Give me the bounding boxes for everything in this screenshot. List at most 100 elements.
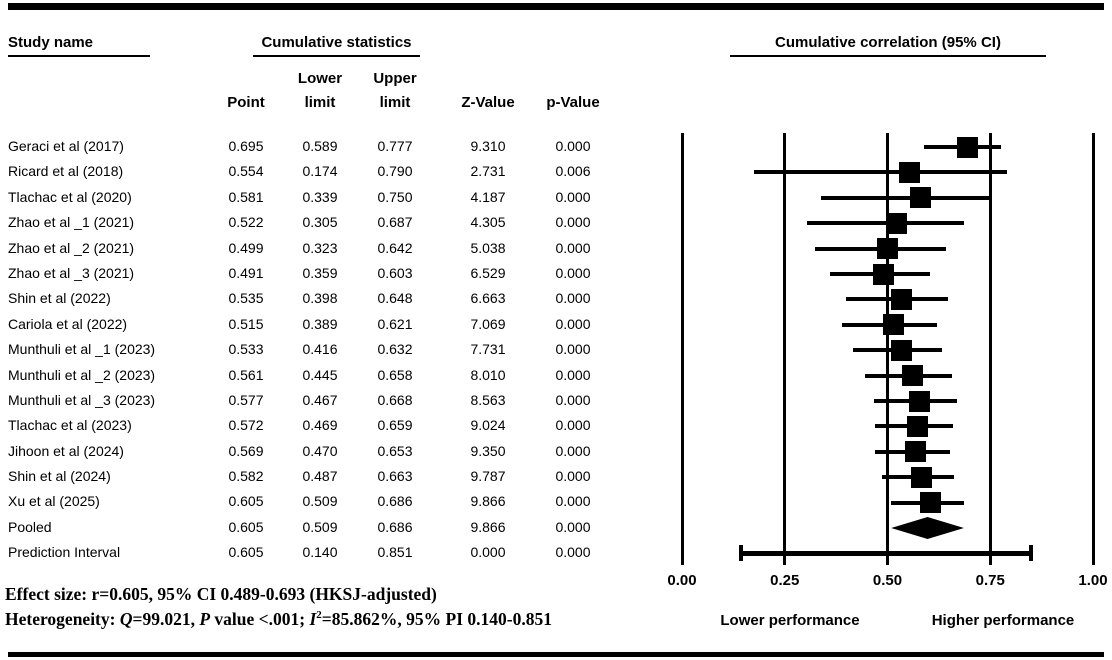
upper-cell: 0.790: [377, 163, 413, 180]
upper-cell: 0.632: [377, 341, 413, 358]
heterogeneity-segment: value <.001;: [210, 609, 310, 629]
forest-plot-area: [680, 133, 1095, 565]
zval-cell: 9.310: [470, 138, 506, 154]
lower-cell: 0.398: [302, 290, 338, 307]
point-cell: 0.535: [228, 290, 264, 307]
table-row: Jihoon et al (2024) 0.569 0.470 0.653 9.350 0…: [0, 439, 682, 464]
heterogeneity-segment: 2: [316, 609, 322, 622]
axis-tick-label: 1.00: [1078, 572, 1108, 589]
pooled-diamond: [891, 517, 964, 539]
lower-cell: 0.470: [302, 442, 338, 459]
study-name-cell: Munthuli et al _1 (2023): [8, 341, 156, 358]
point-cell: 0.577: [228, 391, 264, 408]
study-name-cell: Xu et al (2025): [8, 493, 100, 510]
heterogeneity-segment: Q: [119, 609, 133, 629]
zval-cell: 9.866: [470, 493, 506, 510]
point-cell: 0.522: [228, 214, 264, 231]
lower-cell: 0.359: [302, 264, 338, 281]
table-row: Shin et al (2022) 0.535 0.398 0.648 6.663 0.0…: [0, 286, 682, 311]
point-estimate-square: [891, 288, 913, 310]
study-name-cell: Tlachac et al (2023): [8, 417, 132, 434]
study-name-cell: Tlachac et al (2020): [8, 188, 132, 205]
point-cell: 0.561: [228, 366, 264, 383]
table-row: Zhao et al _1 (2021) 0.522 0.305 0.687 4.305…: [0, 210, 682, 235]
upper-cell: 0.642: [377, 239, 413, 256]
upper-cell: 0.750: [377, 188, 413, 205]
gridline: [1091, 133, 1095, 565]
point-cell: 0.605: [228, 518, 264, 535]
study-name-cell: Shin et al (2024): [8, 468, 111, 485]
axis-tick-label: 0.75: [975, 572, 1005, 589]
study-table: Geraci et al (2017) 0.695 0.589 0.777 9.310 0…: [0, 134, 682, 566]
study-name-cell: Zhao et al _1 (2021): [8, 214, 135, 231]
table-row: Munthuli et al _3 (2023) 0.577 0.467 0.668 8…: [0, 388, 682, 413]
study-name-cell: Pooled: [8, 518, 52, 535]
heterogeneity-segment: Heterogeneity:: [5, 609, 120, 629]
gridline: [783, 133, 787, 565]
point-cell: 0.605: [228, 493, 264, 510]
x-axis-label-higher-performance: Higher performance: [931, 612, 1075, 629]
lower-cell: 0.509: [302, 518, 338, 535]
study-name-header: Study name: [8, 34, 150, 57]
x-axis-label-lower-performance: Lower performance: [720, 612, 860, 629]
upper-cell: 0.686: [377, 493, 413, 510]
upper-cell: 0.668: [377, 391, 413, 408]
lower-cell: 0.323: [302, 239, 338, 256]
study-name-cell: Zhao et al _2 (2021): [8, 239, 135, 256]
effect-size-note: Effect size: r=0.605, 95% CI 0.489-0.693…: [5, 584, 437, 604]
lower-cell: 0.445: [302, 366, 338, 383]
pval-cell: 0.000: [555, 239, 591, 256]
point-cell: 0.695: [228, 138, 264, 154]
table-row: Pooled 0.605 0.509 0.686 9.866 0.000: [0, 515, 682, 540]
pval-cell: 0.000: [555, 138, 591, 154]
point-estimate-square: [876, 238, 898, 260]
table-row: Tlachac et al (2020) 0.581 0.339 0.750 4.187…: [0, 185, 682, 210]
table-row: Zhao et al _3 (2021) 0.491 0.359 0.603 6.529…: [0, 261, 682, 286]
top-rule: [8, 3, 1104, 10]
table-row: Cariola et al (2022) 0.515 0.389 0.621 7.069…: [0, 312, 682, 337]
zval-cell: 6.529: [470, 264, 506, 281]
table-row: Munthuli et al _1 (2023) 0.533 0.416 0.632 7…: [0, 337, 682, 362]
axis-tick-label: 0.25: [770, 572, 800, 589]
column-header-lower-limit: limit: [304, 94, 336, 111]
upper-cell: 0.687: [377, 214, 413, 231]
point-cell: 0.515: [228, 315, 264, 332]
table-row: Ricard et al (2018) 0.554 0.174 0.790 2.731 0…: [0, 159, 682, 184]
zval-cell: 8.010: [470, 366, 506, 383]
table-row: Shin et al (2024) 0.582 0.487 0.663 9.787 0.0…: [0, 464, 682, 489]
study-name-cell: Prediction Interval: [8, 544, 121, 561]
zval-cell: 9.787: [470, 468, 506, 485]
point-cell: 0.491: [228, 264, 264, 281]
point-estimate-square: [910, 466, 932, 488]
point-cell: 0.533: [228, 341, 264, 358]
lower-cell: 0.305: [302, 214, 338, 231]
pval-cell: 0.000: [555, 544, 591, 561]
pval-cell: 0.006: [555, 163, 591, 180]
study-name-cell: Shin et al (2022): [8, 290, 111, 307]
point-cell: 0.569: [228, 442, 264, 459]
lower-cell: 0.140: [302, 544, 338, 561]
upper-cell: 0.648: [377, 290, 413, 307]
point-cell: 0.572: [228, 417, 264, 434]
table-row: Zhao et al _2 (2021) 0.499 0.323 0.642 5.038…: [0, 236, 682, 261]
pval-cell: 0.000: [555, 341, 591, 358]
pval-cell: 0.000: [555, 493, 591, 510]
table-row: Prediction Interval 0.605 0.140 0.851 0.000 0…: [0, 540, 682, 565]
heterogeneity-segment: I: [309, 609, 317, 629]
study-name-cell: Munthuli et al _3 (2023): [8, 391, 156, 408]
point-estimate-square: [902, 365, 924, 387]
cumulative-statistics-header: Cumulative statistics: [253, 34, 420, 57]
lower-cell: 0.589: [302, 138, 338, 154]
zval-cell: 9.024: [470, 417, 506, 434]
lower-cell: 0.509: [302, 493, 338, 510]
prediction-interval-line: [739, 550, 1032, 556]
lower-cell: 0.487: [302, 468, 338, 485]
point-estimate-square: [957, 136, 979, 158]
column-header-p-value: p-Value: [546, 94, 600, 111]
bottom-rule: [8, 652, 1104, 657]
lower-cell: 0.467: [302, 391, 338, 408]
point-estimate-square: [920, 492, 942, 514]
pval-cell: 0.000: [555, 391, 591, 408]
heterogeneity-segment: P: [199, 609, 211, 629]
point-estimate-square: [873, 263, 895, 285]
